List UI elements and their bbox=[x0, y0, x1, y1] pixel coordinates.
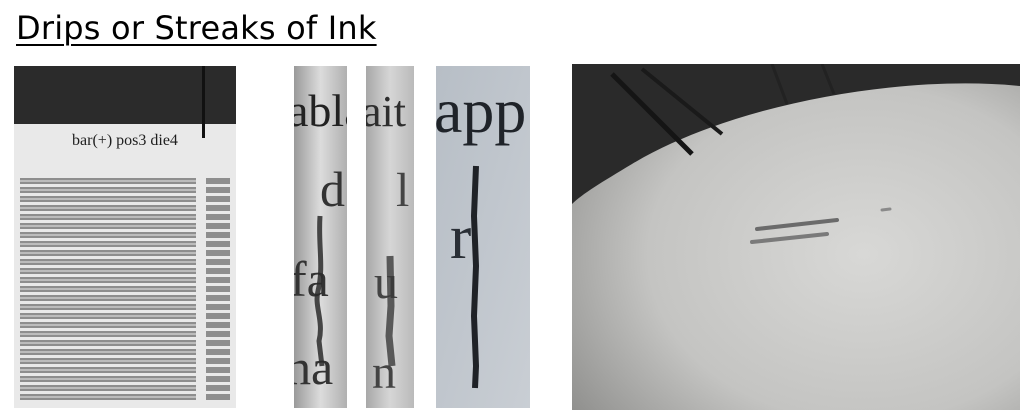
closeup-text-1d: ha bbox=[294, 339, 333, 395]
ink-band bbox=[14, 66, 236, 124]
closeup-text-3b: r bbox=[450, 201, 471, 272]
ink-streak bbox=[202, 66, 205, 138]
closeup-text-2a: ait bbox=[366, 87, 406, 136]
closeup-text-3a: app bbox=[436, 75, 526, 146]
page-title: Drips or Streaks of Ink bbox=[16, 9, 377, 47]
ink-drip-closeup-3: app r bbox=[436, 66, 530, 408]
closeup-text-2b: l bbox=[396, 164, 409, 217]
dashed-line-rows bbox=[20, 178, 230, 400]
sheet-label: bar(+) pos3 die4 bbox=[72, 132, 178, 149]
closeup-text-1c: fa bbox=[294, 251, 329, 307]
closeup-text-1b: d bbox=[320, 161, 345, 217]
closeup-text-1a: ablait bbox=[294, 85, 347, 136]
ink-drip-closeup-1: ablait d fa ha bbox=[294, 66, 347, 408]
ink-drip-closeup-2: ait l u n bbox=[366, 66, 414, 408]
drum-streak-photo bbox=[572, 64, 1020, 410]
test-print-sheet-image: bar(+) pos3 die4 bbox=[14, 66, 236, 408]
